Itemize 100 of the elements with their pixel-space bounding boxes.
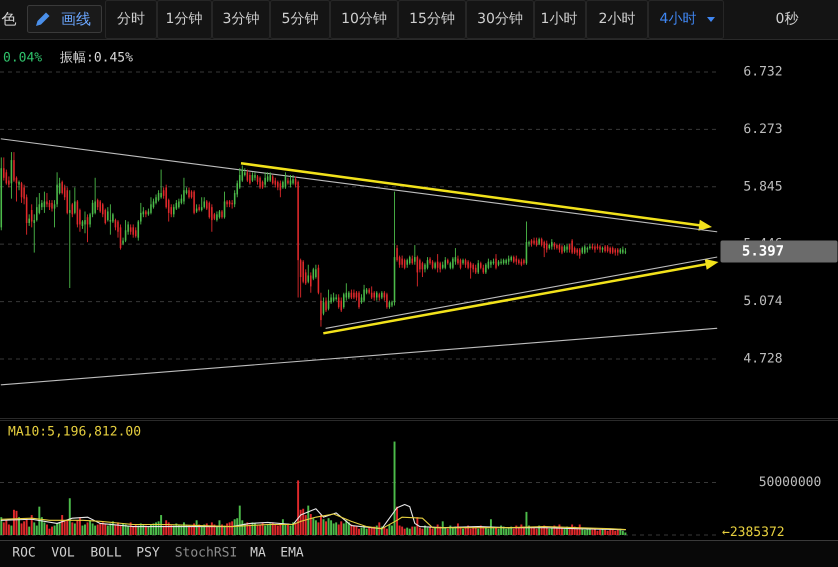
candlestick (543, 240, 545, 258)
text: 2小时 (598, 11, 636, 27)
candlestick (193, 190, 195, 215)
candlestick (86, 214, 88, 243)
candlestick (373, 290, 376, 302)
text: 画线 (61, 10, 91, 28)
candlestick (578, 248, 581, 260)
candlestick (444, 256, 446, 270)
y-tick-label: 5.845 (743, 179, 783, 194)
candlestick (203, 196, 206, 210)
candlestick (252, 172, 254, 182)
y-tick-label: 50000000 (758, 475, 822, 490)
candlestick (20, 181, 22, 204)
text: VOL (51, 546, 75, 560)
y-tick-label: 6.732 (743, 64, 783, 80)
candlestick (231, 200, 233, 210)
y-tick-label: 4.728 (743, 352, 783, 366)
candlestick (401, 255, 403, 268)
candlestick (477, 260, 480, 274)
candlestick (310, 272, 312, 294)
candlestick (386, 292, 388, 310)
candlestick (173, 204, 175, 218)
candlestick (546, 240, 548, 254)
candlestick (216, 211, 218, 222)
candlestick (328, 289, 330, 311)
candlestick (571, 238, 573, 255)
candlestick (312, 267, 314, 281)
candlestick (307, 264, 310, 284)
candlestick (76, 200, 78, 228)
candlestick (482, 264, 484, 274)
candlestick (338, 294, 340, 310)
candlestick (150, 196, 152, 215)
candlestick (408, 255, 411, 266)
text: 分时 (117, 11, 145, 27)
candlestick (516, 255, 518, 266)
candlestick (363, 284, 365, 303)
candlestick (370, 286, 372, 300)
candlestick (269, 172, 271, 182)
text: PSY (136, 546, 160, 560)
candlestick (3, 156, 5, 181)
candlestick (28, 214, 30, 226)
candlestick (406, 258, 408, 268)
candlestick (96, 198, 98, 210)
candlestick (10, 152, 12, 200)
candlestick (74, 187, 76, 215)
candlestick (290, 174, 292, 188)
candlestick (485, 262, 487, 274)
text: 3分钟 (222, 11, 260, 27)
text: 10分钟 (341, 11, 387, 27)
candlestick (66, 187, 68, 215)
text: EMA (280, 546, 304, 560)
y-tick-label: 6.273 (743, 122, 783, 137)
candlestick (120, 224, 122, 250)
candlestick (474, 264, 476, 274)
candlestick (426, 256, 428, 270)
candlestick (124, 220, 126, 243)
text: 4小时 (660, 11, 696, 27)
candlestick (508, 255, 510, 266)
candlestick (315, 264, 317, 280)
candlestick (44, 191, 46, 214)
candlestick (94, 177, 96, 215)
text: 15分钟 (409, 11, 455, 27)
candlestick (551, 238, 553, 250)
candlestick (68, 190, 71, 288)
text: 色 (2, 10, 16, 28)
candlestick (249, 172, 251, 186)
text: 5分钟 (282, 11, 318, 27)
candlestick (160, 169, 162, 200)
candlestick (224, 191, 226, 220)
text: 0秒 (776, 11, 798, 27)
candlestick (292, 174, 294, 186)
candlestick (132, 224, 134, 238)
candlestick (454, 248, 456, 266)
annotation: 0.04% (3, 50, 42, 66)
candlestick (178, 198, 180, 210)
candlestick (340, 297, 342, 312)
candlestick (350, 289, 352, 300)
candlestick (416, 255, 418, 287)
text: 5.397 (742, 243, 784, 260)
candlestick (422, 261, 424, 278)
text: 1小时 (540, 11, 578, 27)
candlestick (376, 290, 378, 302)
candlestick (526, 221, 528, 266)
candlestick (460, 258, 462, 270)
candlestick (51, 200, 53, 212)
text: 30分钟 (477, 11, 523, 27)
candlestick (99, 200, 101, 214)
candlestick (272, 174, 274, 186)
text: 1分钟 (166, 11, 202, 27)
candlestick (284, 172, 286, 190)
candlestick (84, 211, 86, 234)
candlestick (264, 172, 266, 188)
candlestick (457, 255, 459, 266)
candlestick (110, 204, 112, 236)
candlestick (353, 289, 355, 300)
candlestick (419, 258, 421, 273)
candlestick (358, 290, 360, 310)
candlestick (495, 254, 497, 270)
annotation: MA10:5,196,812.00 (8, 424, 142, 440)
candlestick (30, 204, 32, 228)
